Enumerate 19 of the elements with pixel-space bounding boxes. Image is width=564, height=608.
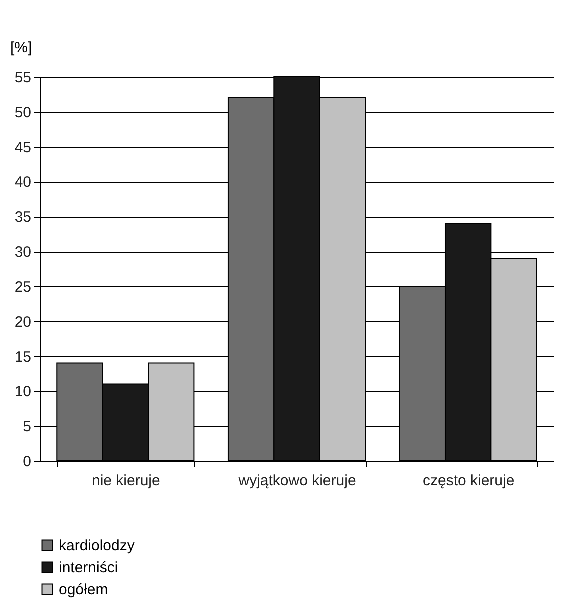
y-axis-title: [%]: [10, 40, 32, 56]
x-tick-label: często kieruje: [422, 472, 515, 490]
legend-label: interniści: [59, 560, 118, 576]
y-tick-label: 55: [14, 70, 32, 86]
legend-label: ogółem: [59, 582, 108, 598]
x-tick-label: nie kieruje: [92, 472, 160, 490]
y-tick-label: 45: [14, 139, 32, 156]
y-tick-label: 50: [14, 104, 32, 122]
y-tick-label: 25: [14, 278, 32, 296]
y-tick-label: 10: [14, 384, 32, 401]
y-tick-label: 40: [14, 174, 32, 192]
y-tick-label: 5: [23, 418, 32, 436]
x-tick-label: wyjątkowo kieruje: [238, 472, 356, 490]
y-tick-label: 0: [23, 454, 32, 470]
y-tick-label: 30: [14, 244, 32, 262]
y-tick-label: 35: [14, 209, 32, 226]
y-tick-label: 20: [14, 314, 32, 331]
y-tick-label: 15: [14, 348, 32, 366]
legend-label: kardiolodzy: [59, 538, 136, 554]
